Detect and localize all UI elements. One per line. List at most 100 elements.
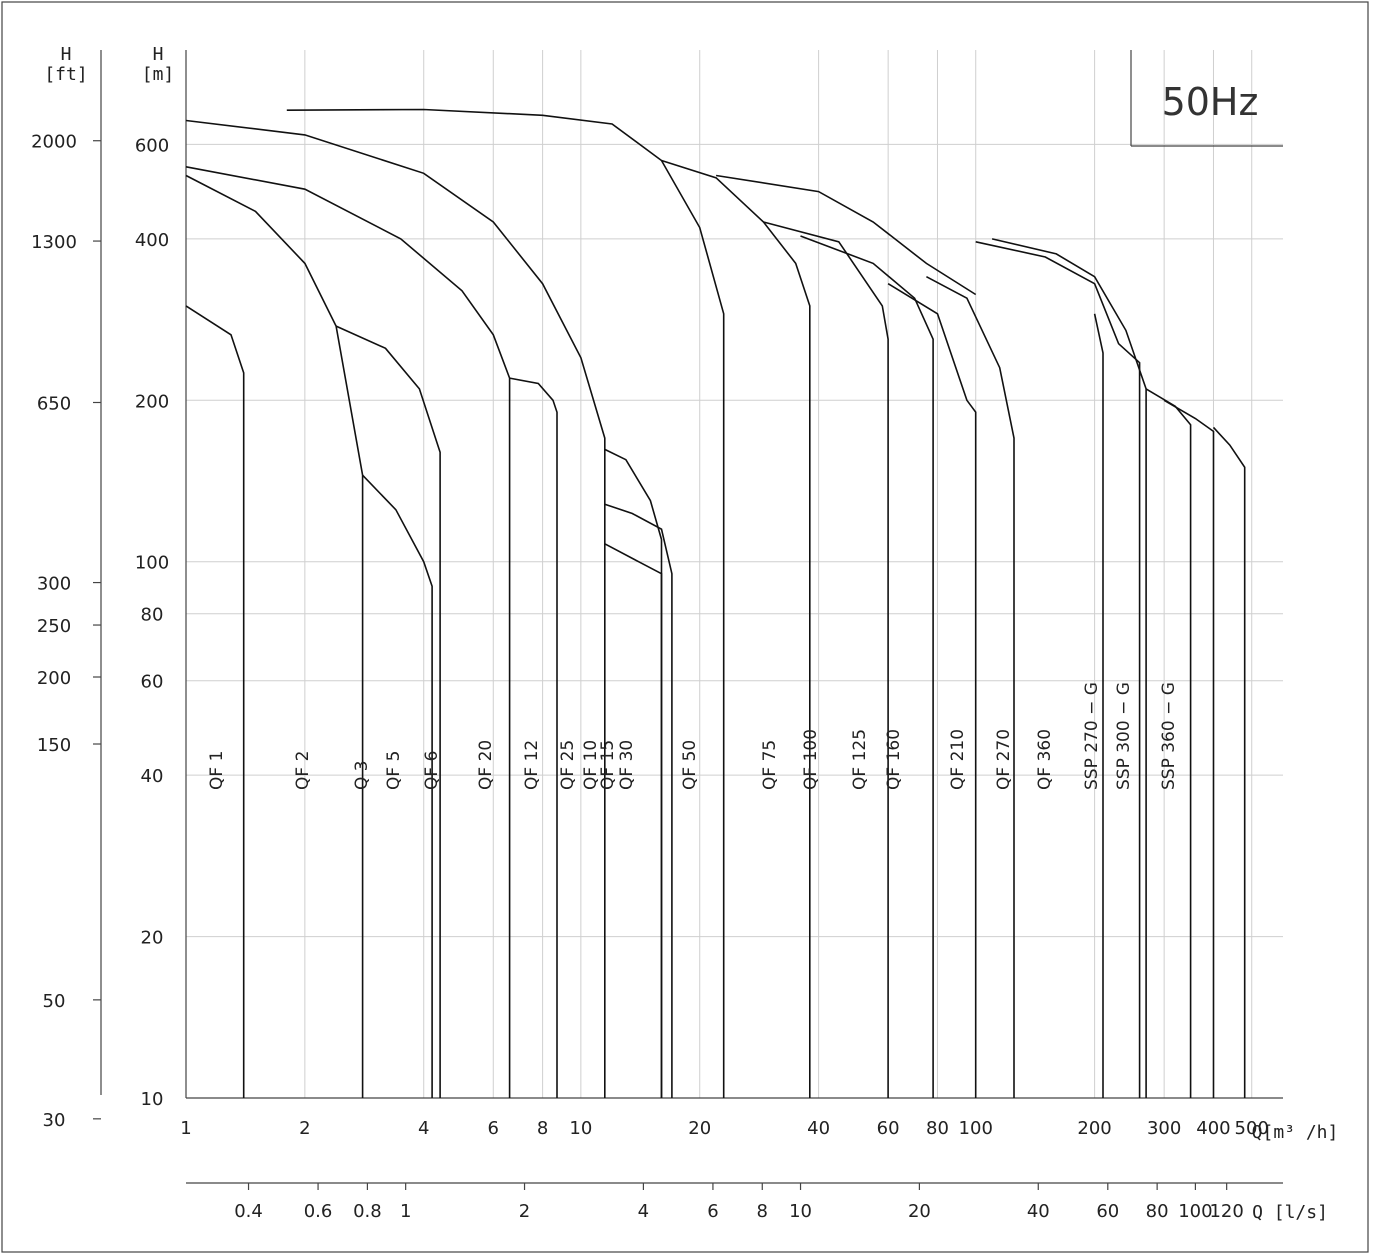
curve-label: QF 75 <box>760 740 780 790</box>
y-m-tick-label: 10 <box>141 1089 164 1110</box>
curve-label: QF 20 <box>476 740 496 790</box>
y-m-tick-label: 20 <box>141 928 164 949</box>
curve-qf-125 <box>800 235 934 1098</box>
x-tick-label: 6 <box>488 1118 499 1139</box>
x-tick-label: 40 <box>807 1118 830 1139</box>
curve-qf-160 <box>887 283 977 1098</box>
curve-label: QF 270 <box>994 729 1014 790</box>
x2-tick-label: 40 <box>1027 1201 1050 1222</box>
curve-qf-2 <box>185 174 364 1098</box>
axes: 1 2 4 6 8 10 20 40 60 80 100 200 300 400 5001020406080… <box>31 50 1283 1222</box>
x2-tick-label: 10 <box>789 1201 812 1222</box>
curve-label: QF 210 <box>948 729 968 790</box>
curve-ssp-360-g-ext- <box>1212 426 1246 1098</box>
y-m-tick-label: 40 <box>141 766 164 787</box>
unit-labels: H [ft] H [m] Q[m³ /h] Q [l/s] <box>44 44 1338 1223</box>
x2-tick-label: 100 <box>1178 1201 1212 1222</box>
y-ft-tick-label: 2000 <box>31 132 77 153</box>
curve-label: QF 10 <box>581 740 601 790</box>
curve-qf-30 <box>286 108 725 1098</box>
x2-tick-label: 4 <box>638 1201 649 1222</box>
y-ft-tick-label: 150 <box>37 735 71 756</box>
x2-unit-label: Q [l/s] <box>1252 1202 1328 1223</box>
curve-qf-1 <box>185 305 245 1098</box>
curve-label: QF 50 <box>680 740 700 790</box>
y-ft-unit-bottom: [ft] <box>44 64 87 85</box>
y-ft-tick-label: 30 <box>43 1110 66 1131</box>
x-tick-label: 20 <box>688 1118 711 1139</box>
curve-label: QF 1 <box>207 751 227 790</box>
curve-label: QF 5 <box>384 751 404 790</box>
curve-qf-5 <box>335 325 441 1098</box>
grid <box>185 50 1283 1099</box>
x2-tick-label: 0.6 <box>304 1201 333 1222</box>
curve-label: QF 360 <box>1035 729 1055 790</box>
curve-ssp-300-g <box>1145 388 1192 1098</box>
x2-tick-label: 1 <box>400 1201 411 1222</box>
frequency-label: 50Hz <box>1162 80 1259 124</box>
x2-tick-label: 60 <box>1096 1201 1119 1222</box>
y-m-tick-label: 400 <box>135 230 169 251</box>
x-tick-label: 1 <box>180 1118 191 1139</box>
curve-q-3 <box>362 474 433 1098</box>
x-tick-label: 100 <box>959 1118 993 1139</box>
y-m-tick-label: 60 <box>141 672 164 693</box>
x-tick-label: 8 <box>537 1118 548 1139</box>
x-tick-label: 400 <box>1196 1118 1230 1139</box>
curve-qf-10 <box>604 503 673 1098</box>
frequency-box: 50Hz <box>1130 50 1283 147</box>
y-ft-tick-label: 650 <box>37 393 71 414</box>
y-ft-unit-top: H <box>61 44 72 65</box>
curve-qf-15 <box>604 543 663 1098</box>
curve-qf-12 <box>185 119 606 1098</box>
y-m-tick-label: 80 <box>141 605 164 626</box>
curve-qf-20 <box>509 377 558 1098</box>
curve-label: QF 2 <box>293 751 313 790</box>
x2-tick-label: 120 <box>1209 1201 1243 1222</box>
curve-label: Q 3 <box>352 760 372 790</box>
y-m-unit-bottom: [m] <box>142 64 175 85</box>
curve-qf-50 <box>661 159 811 1098</box>
curve-label: SSP 360 − G <box>1159 682 1179 790</box>
x2-tick-label: 6 <box>707 1201 718 1222</box>
x2-tick-label: 0.4 <box>234 1201 263 1222</box>
curve-qf-270 <box>975 241 1141 1098</box>
x2-tick-label: 0.8 <box>353 1201 382 1222</box>
y-m-tick-label: 100 <box>135 553 169 574</box>
curve-label: QF 30 <box>617 740 637 790</box>
curve-qf-6 <box>185 166 511 1098</box>
x-tick-label: 10 <box>569 1118 592 1139</box>
x-tick-label: 4 <box>418 1118 429 1139</box>
curve-label: SSP 270 − G <box>1082 682 1102 790</box>
curve-label: SSP 300 − G <box>1114 682 1134 790</box>
pump-curves <box>185 108 1246 1098</box>
x-tick-label: 500 <box>1235 1118 1269 1139</box>
curve-label: QF 15 <box>598 740 618 790</box>
curve-label: QF 125 <box>850 729 870 790</box>
y-ft-tick-label: 300 <box>37 574 71 595</box>
x-tick-label: 60 <box>877 1118 900 1139</box>
y-m-tick-label: 600 <box>135 135 169 156</box>
curve-qf-75 <box>715 174 977 296</box>
curve-label: QF 160 <box>884 729 904 790</box>
y-ft-tick-label: 50 <box>43 991 66 1012</box>
curve-qf-360 <box>1093 313 1104 1098</box>
y-m-tick-label: 200 <box>135 391 169 412</box>
x-tick-label: 300 <box>1147 1118 1181 1139</box>
curve-label: QF 100 <box>801 729 821 790</box>
x2-tick-label: 20 <box>908 1201 931 1222</box>
curve-label: QF 12 <box>522 740 542 790</box>
y-ft-tick-label: 200 <box>37 668 71 689</box>
curve-label: QF 25 <box>558 740 578 790</box>
x2-tick-label: 8 <box>757 1201 768 1222</box>
y-ft-tick-label: 1300 <box>31 232 77 253</box>
curve-ssp-360-g <box>1163 399 1215 1098</box>
curve-ssp-270-g <box>991 238 1147 1098</box>
x-tick-label: 200 <box>1077 1118 1111 1139</box>
x2-tick-label: 80 <box>1146 1201 1169 1222</box>
x2-tick-label: 2 <box>519 1201 530 1222</box>
curve-qf-100 <box>763 221 889 1098</box>
